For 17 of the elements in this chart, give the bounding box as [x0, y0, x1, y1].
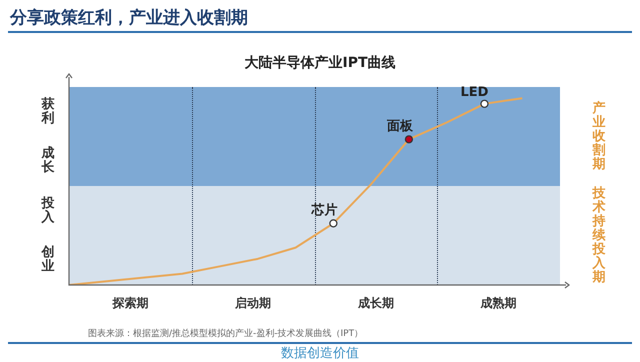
- text: 探索期: [112, 295, 148, 312]
- annotation: 面板: [386, 118, 413, 136]
- text: 获利: [41, 96, 55, 126]
- text: 成熟期: [480, 295, 517, 312]
- text: 产业收割期: [592, 100, 606, 172]
- text: 创业: [41, 245, 55, 274]
- text: 成长: [41, 146, 55, 176]
- chart-subtitle: 大陆半导体产业IPT曲线: [243, 54, 397, 72]
- text: 图表来源：根据监测/推总模型模拟的产业-盈利-技术发展曲线（IPT）: [88, 328, 364, 340]
- text: 数据创造价值: [280, 345, 360, 362]
- text: 技术持续投入期: [592, 186, 606, 284]
- annotation: LED: [460, 84, 488, 100]
- chart-title: 分享政策红利，产业进入收割期: [10, 7, 248, 29]
- text: 启动期: [235, 295, 272, 312]
- annotation: 芯片: [311, 202, 338, 220]
- text: 投入: [41, 196, 55, 225]
- text: 成长期: [358, 295, 394, 312]
